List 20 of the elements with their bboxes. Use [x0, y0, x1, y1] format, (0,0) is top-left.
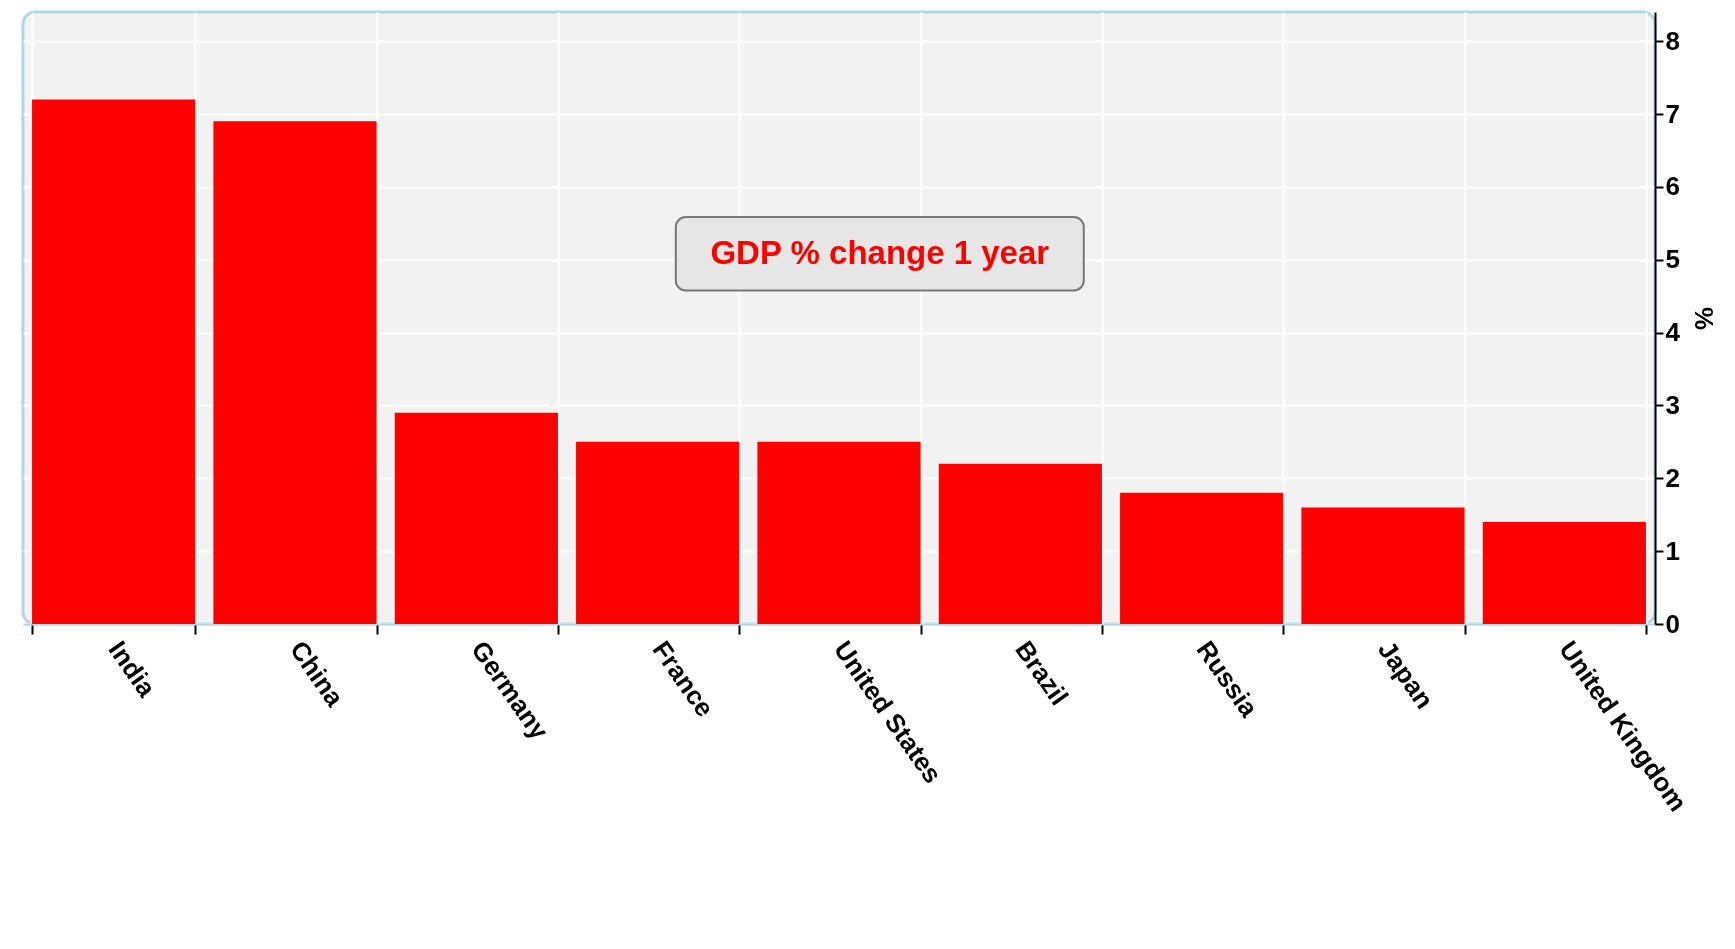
y-tick-label: 2	[1665, 462, 1680, 493]
y-tick-label: 3	[1665, 389, 1680, 420]
bar	[1482, 522, 1646, 624]
bar	[938, 463, 1102, 624]
y-tick-label: 0	[1665, 608, 1680, 639]
y-tick-label: 1	[1665, 535, 1680, 566]
y-tick-label: 6	[1665, 171, 1680, 202]
bar	[32, 99, 196, 624]
y-tick-label: 8	[1665, 25, 1680, 56]
bar	[757, 441, 921, 624]
y-tick-label: 7	[1665, 98, 1680, 129]
bar	[576, 441, 740, 624]
bar	[1120, 492, 1284, 624]
y-tick-label: 4	[1665, 317, 1681, 348]
bar	[394, 412, 558, 624]
text: GDP % change 1 year	[710, 233, 1050, 271]
bar	[1301, 507, 1465, 624]
y-axis-title: %	[1688, 306, 1719, 331]
bar	[213, 121, 377, 624]
y-tick-label: 5	[1665, 244, 1680, 275]
